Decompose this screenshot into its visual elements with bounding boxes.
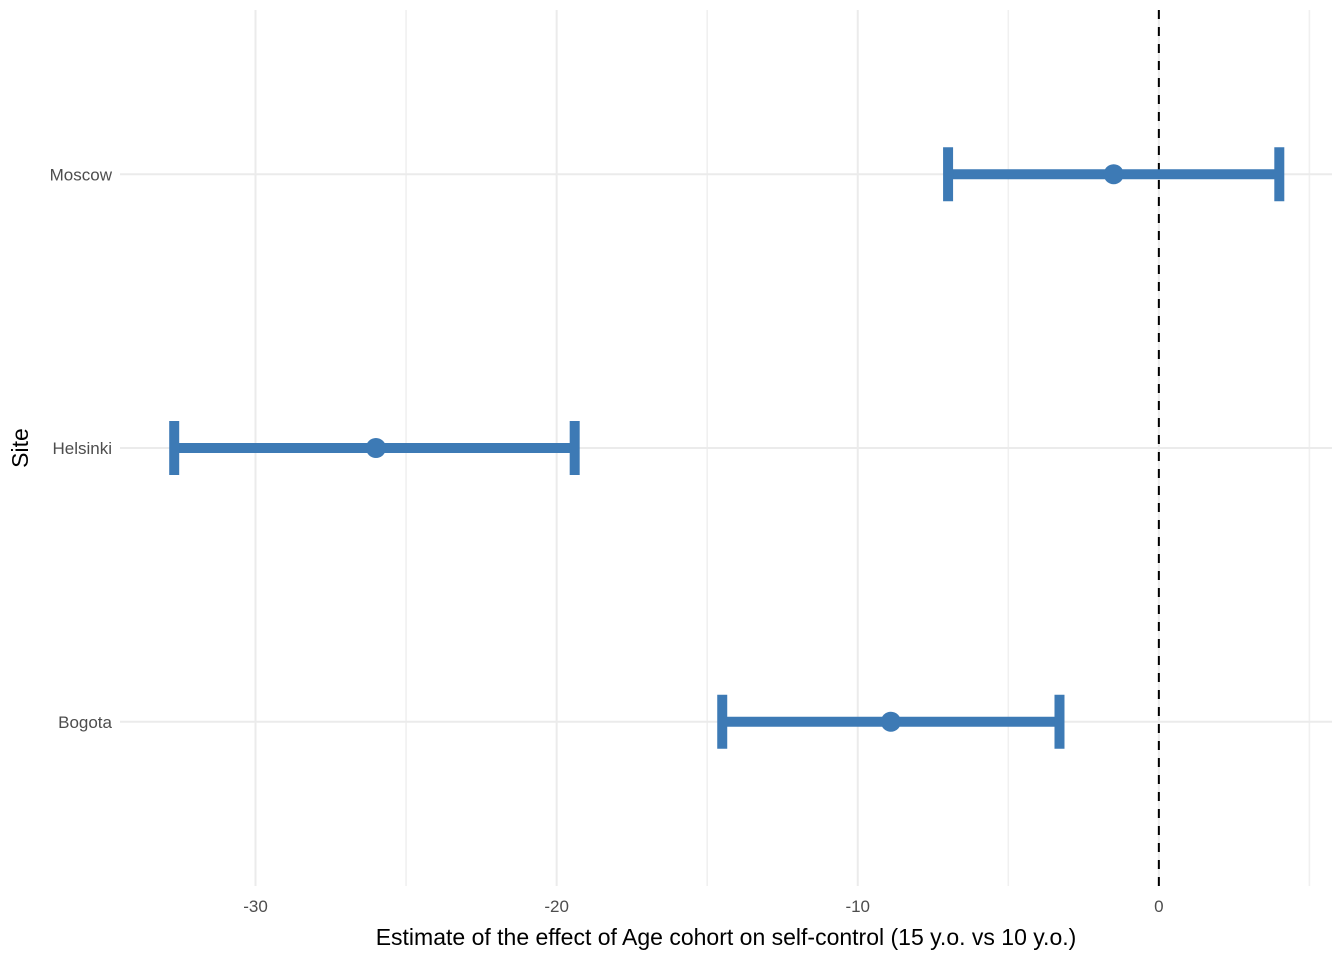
y-axis-label-bogota: Bogota	[58, 713, 112, 732]
x-axis-title: Estimate of the effect of Age cohort on …	[376, 924, 1077, 950]
pointrange-helsinki	[169, 421, 580, 475]
ci-cap-high-bogota	[1054, 694, 1065, 749]
plot-panel: -30 -20 -10 0 Moscow Helsinki Bogota	[50, 10, 1332, 916]
y-axis-title: Site	[7, 428, 33, 468]
ci-cap-low-bogota	[717, 694, 728, 749]
pointrange-moscow	[943, 147, 1285, 202]
ci-cap-high-moscow	[1274, 147, 1285, 202]
ci-cap-low-moscow	[943, 147, 954, 202]
y-axis-label-helsinki: Helsinki	[52, 439, 112, 458]
ci-cap-low-helsinki	[169, 421, 180, 475]
x-tick-label: -30	[243, 897, 268, 916]
point-estimate-moscow	[1103, 164, 1124, 185]
ci-cap-high-helsinki	[569, 421, 580, 475]
x-tick-label: 0	[1154, 897, 1163, 916]
y-axis-label-moscow: Moscow	[50, 165, 113, 184]
pointrange-bogota	[717, 694, 1065, 749]
point-estimate-bogota	[880, 711, 901, 732]
x-tick-label: -20	[544, 897, 569, 916]
point-estimate-helsinki	[365, 438, 386, 458]
x-tick-label: -10	[845, 897, 870, 916]
